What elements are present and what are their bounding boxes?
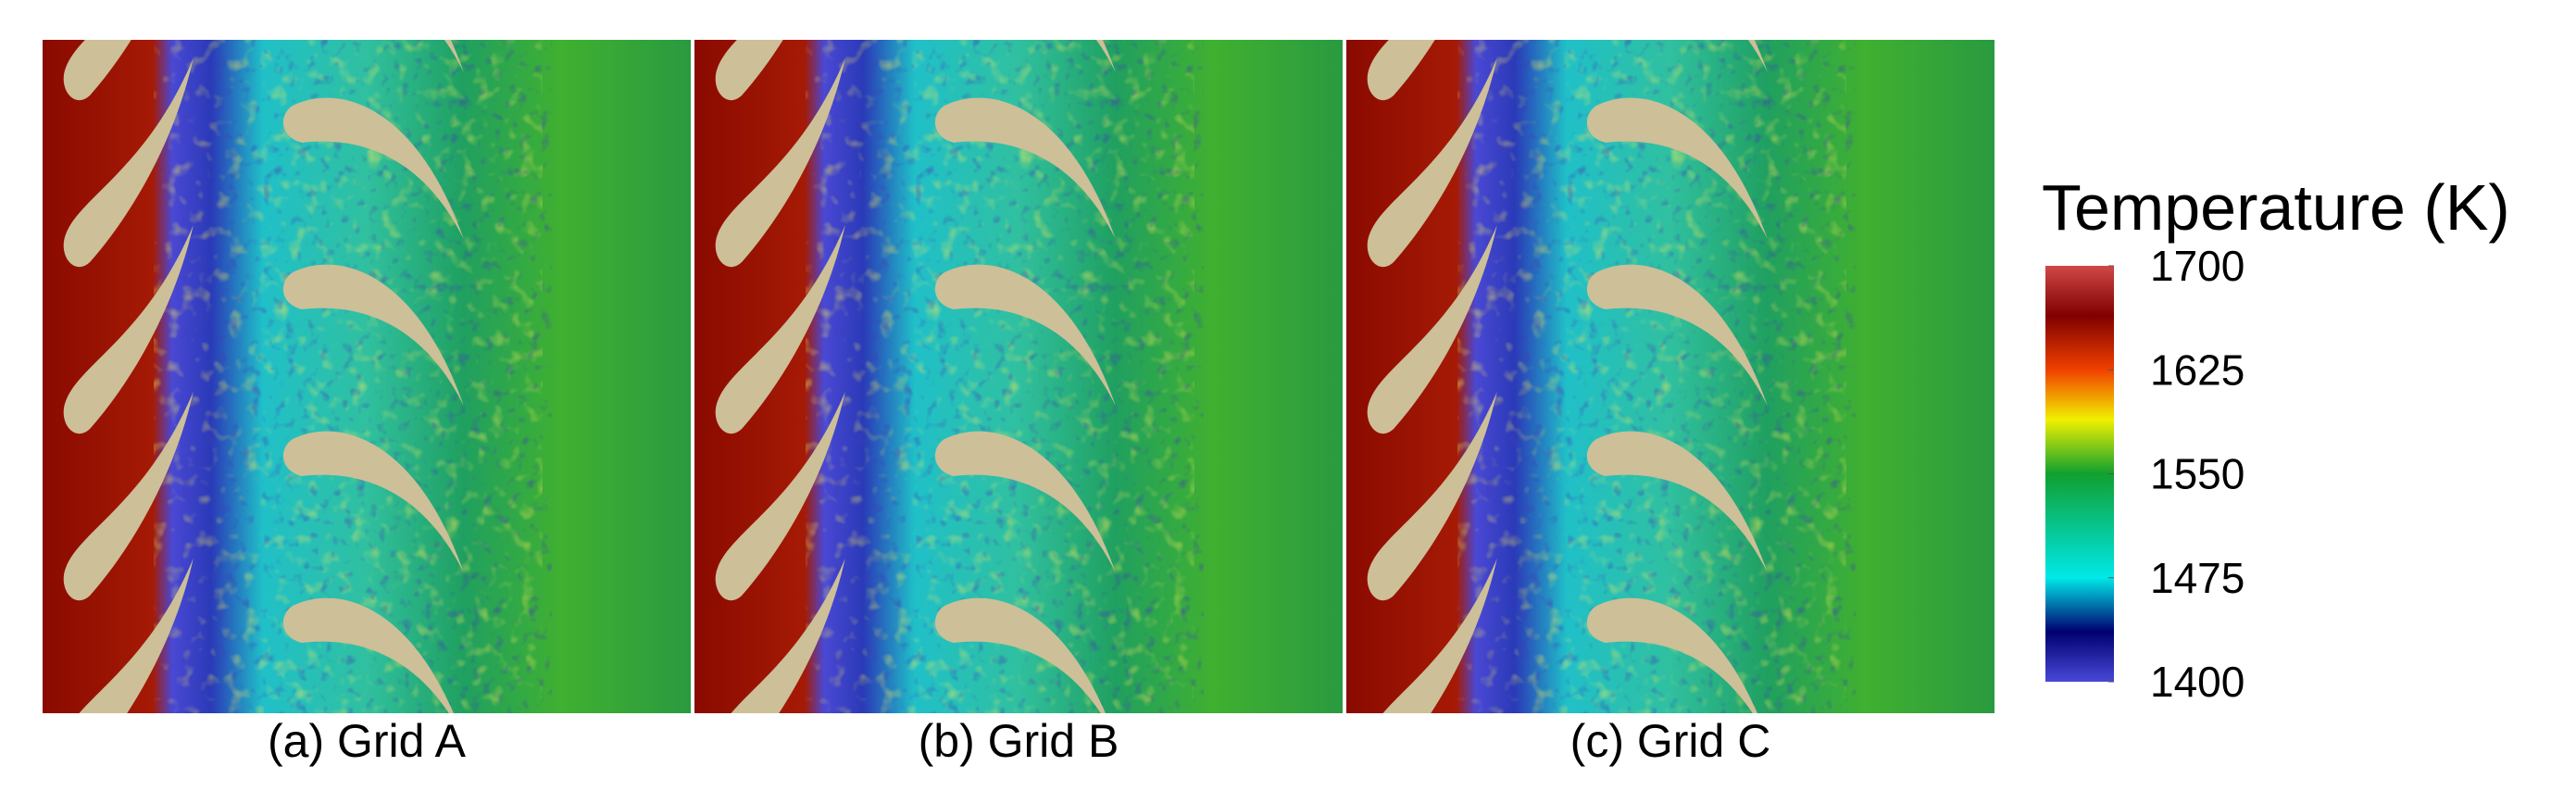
cold-spots (833, 40, 1204, 713)
blade (934, 597, 1106, 713)
colorbar-title: Temperature (K) (2042, 171, 2510, 244)
colorbar-tick-label: 1475 (2150, 554, 2245, 602)
colorbar-tick-label: 1700 (2150, 242, 2245, 290)
blade (282, 97, 464, 239)
panel-caption: (c) Grid C (1570, 715, 1771, 767)
blade (282, 264, 464, 406)
blade (79, 559, 194, 713)
contour-panel: (c) Grid C (1346, 40, 1995, 767)
blade (1586, 431, 1768, 572)
colorbar-tick-label: 1550 (2150, 450, 2245, 498)
blade (1367, 40, 1435, 101)
blade (63, 392, 194, 601)
blade (715, 40, 783, 101)
panel-content (1346, 40, 1995, 713)
blade (715, 58, 845, 268)
panel-caption: (b) Grid B (919, 715, 1119, 767)
blade (934, 431, 1116, 572)
blade (1586, 597, 1757, 713)
colorbar-tick-label: 1625 (2150, 345, 2245, 394)
blade (63, 58, 194, 268)
cold-spots (1485, 40, 1856, 713)
cold-spots (181, 40, 552, 713)
blade (934, 97, 1116, 239)
blade (934, 264, 1116, 406)
contour-panel: (a) Grid A (43, 40, 691, 767)
blade (63, 40, 131, 101)
blade (731, 559, 845, 713)
panel-content (43, 40, 691, 713)
contour-panel: (b) Grid B (694, 40, 1343, 767)
blade (715, 392, 845, 601)
blade (282, 597, 454, 713)
blade (1367, 392, 1497, 601)
blade (1586, 264, 1768, 406)
colorbar (2045, 266, 2114, 682)
blade (1367, 58, 1497, 268)
blade (63, 225, 194, 434)
blade (1586, 97, 1768, 239)
blade (1382, 559, 1497, 713)
panel-content (694, 40, 1343, 713)
blade (282, 431, 464, 572)
panel-caption: (a) Grid A (268, 715, 467, 767)
blade (715, 225, 845, 434)
colorbar-tick-label: 1400 (2150, 658, 2245, 706)
blade (1367, 225, 1497, 434)
